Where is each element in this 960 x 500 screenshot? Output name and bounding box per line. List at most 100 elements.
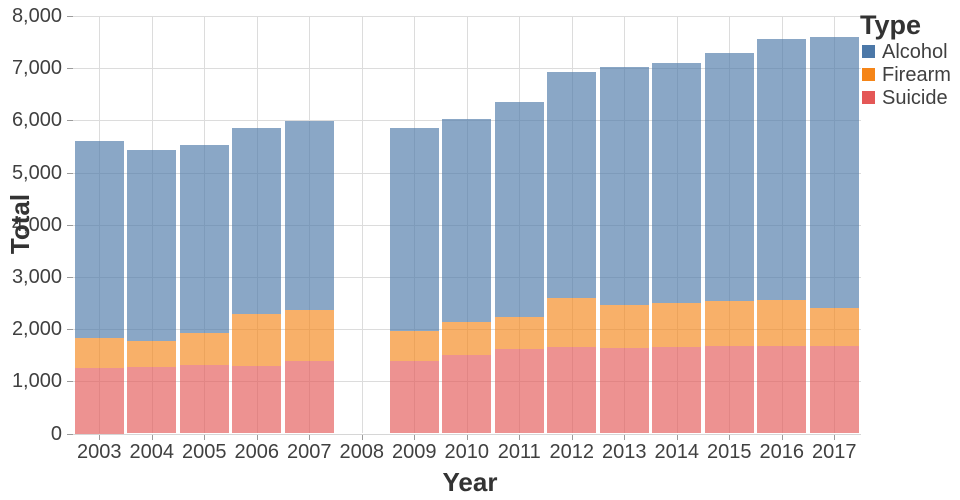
bar-segment-firearm-2016	[757, 299, 807, 347]
legend-label: Suicide	[882, 86, 948, 109]
bar-segment-firearm-2012	[547, 297, 597, 347]
y-tick-label: 4,000	[11, 213, 62, 236]
legend-entry-firearm: Firearm	[860, 63, 960, 86]
y-tick-label: 1,000	[11, 370, 62, 393]
y-tick-label: 0	[50, 422, 62, 445]
x-axis-tick	[99, 433, 101, 440]
x-axis-tick	[256, 433, 258, 440]
bar-segment-firearm-2014	[652, 303, 702, 347]
legend-swatch-alcohol	[862, 45, 875, 58]
bar-segment-firearm-2004	[127, 341, 177, 368]
bar-segment-firearm-2009	[389, 330, 439, 361]
bar-segment-suicide-2010	[442, 355, 492, 434]
y-axis-tick	[67, 381, 73, 383]
y-tick-label: 3,000	[11, 265, 62, 288]
y-tick-label: 2,000	[11, 318, 62, 341]
legend-label: Firearm	[882, 63, 951, 86]
x-axis-tick	[151, 433, 153, 440]
x-tick-label: 2006	[234, 440, 280, 463]
bar-segment-suicide-2003	[74, 368, 124, 434]
bar-segment-alcohol-2003	[74, 140, 124, 339]
y-axis-tick	[67, 276, 73, 278]
x-tick-label: 2009	[392, 440, 437, 463]
bar-segment-alcohol-2017	[809, 37, 859, 309]
bar-segment-firearm-2015	[704, 300, 754, 347]
y-axis-tick	[67, 68, 73, 70]
x-axis-title: Year	[442, 467, 498, 497]
bar-segment-alcohol-2007	[284, 120, 334, 310]
bar-segment-firearm-2005	[179, 332, 229, 366]
y-tick-label: 7,000	[11, 57, 62, 80]
x-tick-label: 2015	[707, 440, 752, 463]
x-axis-tick	[781, 433, 783, 440]
bar-segment-alcohol-2006	[232, 128, 282, 314]
y-tick-label: 5,000	[11, 161, 62, 184]
y-axis-tick	[67, 120, 73, 122]
legend: Type Alcohol Firearm Suicide	[860, 10, 960, 109]
bar-segment-alcohol-2005	[179, 144, 229, 333]
bar-segment-suicide-2013	[599, 347, 649, 434]
x-tick-label: 2004	[129, 440, 175, 463]
x-axis-tick	[204, 433, 206, 440]
bar-segment-firearm-2013	[599, 304, 649, 348]
bar-segment-firearm-2010	[442, 322, 492, 356]
x-tick-label: 2014	[654, 440, 700, 463]
x-axis-tick	[309, 433, 311, 440]
x-tick-label: 2013	[602, 440, 647, 463]
legend-entries: Alcohol Firearm Suicide	[860, 40, 960, 109]
bar-segment-alcohol-2014	[652, 62, 702, 303]
bar-segment-suicide-2006	[232, 365, 282, 434]
x-tick-label: 2003	[77, 440, 122, 463]
bar-segment-suicide-2017	[809, 345, 859, 434]
x-tick-label: 2012	[549, 440, 595, 463]
y-tick-label: 6,000	[11, 109, 62, 132]
legend-entry-suicide: Suicide	[860, 86, 960, 109]
bar-segment-suicide-2016	[757, 346, 807, 434]
x-tick-label: 2007	[287, 440, 332, 463]
gridline-vertical	[361, 15, 363, 434]
legend-label: Alcohol	[882, 40, 948, 63]
bar-segment-suicide-2007	[284, 360, 334, 434]
x-axis-tick	[834, 433, 836, 440]
x-axis-tick	[624, 433, 626, 440]
legend-entry-alcohol: Alcohol	[860, 40, 960, 63]
bar-segment-firearm-2017	[809, 308, 859, 346]
y-axis-tick	[67, 433, 73, 435]
x-tick-label: 2008	[339, 440, 385, 463]
x-axis-tick	[519, 433, 521, 440]
y-axis-tick	[67, 15, 73, 17]
bar-segment-suicide-2009	[389, 360, 439, 434]
bar-segment-alcohol-2012	[547, 71, 597, 298]
y-axis-title: Total	[5, 193, 35, 255]
bar-segment-firearm-2003	[74, 338, 124, 369]
bar-segment-suicide-2014	[652, 346, 702, 434]
bar-segment-alcohol-2004	[127, 150, 177, 342]
x-tick-label: 2017	[812, 440, 857, 463]
y-axis-tick	[67, 329, 73, 331]
bar-segment-suicide-2012	[547, 346, 597, 434]
bar-segment-alcohol-2016	[757, 38, 807, 300]
x-axis-tick	[729, 433, 731, 440]
y-axis-tick	[67, 172, 73, 174]
bar-segment-suicide-2004	[127, 367, 177, 434]
bar-segment-firearm-2011	[494, 316, 544, 349]
bar-segment-suicide-2011	[494, 348, 544, 434]
x-tick-label: 2005	[182, 440, 227, 463]
x-axis-tick	[414, 433, 416, 440]
bar-segment-alcohol-2015	[704, 53, 754, 301]
y-axis-tick	[67, 224, 73, 226]
bar-segment-alcohol-2010	[442, 118, 492, 323]
x-axis-tick	[571, 433, 573, 440]
y-tick-label: 8,000	[11, 4, 62, 27]
bar-segment-firearm-2006	[232, 313, 282, 366]
x-axis-domain-line	[73, 433, 861, 435]
x-axis-tick	[676, 433, 678, 440]
bar-segment-suicide-2015	[704, 346, 754, 434]
bar-segment-alcohol-2011	[494, 102, 544, 317]
bar-segment-alcohol-2009	[389, 128, 439, 331]
x-axis-tick	[466, 433, 468, 440]
x-axis-tick	[361, 433, 363, 440]
legend-title: Type	[860, 10, 922, 40]
legend-swatch-suicide	[862, 91, 875, 104]
